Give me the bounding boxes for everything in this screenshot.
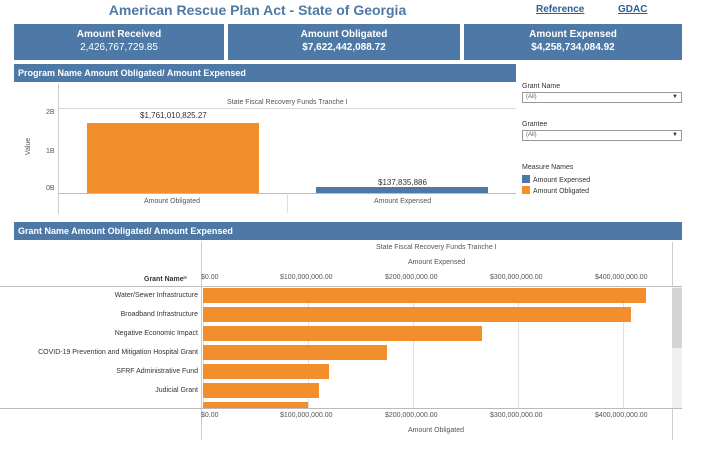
kpi-amount-received: Amount Received 2,426,767,729.85 [14, 24, 224, 60]
tick-bottom: $300,000,000.00 [490, 412, 543, 419]
grant-name-select-value: (All) [526, 94, 537, 100]
bar-label-obligated: $1,761,010,825.27 [140, 111, 207, 120]
tick-top: $300,000,000.00 [490, 274, 543, 281]
bar-partial[interactable] [203, 402, 308, 408]
bottom-axis-title: Amount Obligated [408, 427, 465, 434]
ytick: 2B [46, 109, 55, 116]
tick-bottom: $0.00 [201, 412, 219, 419]
bar-amount-obligated[interactable] [87, 122, 259, 193]
legend-label: Amount Expensed [533, 177, 591, 184]
reference-link[interactable]: Reference [536, 4, 585, 15]
tick-bottom: $100,000,000.00 [280, 412, 333, 419]
scrollbar-thumb[interactable] [672, 288, 682, 348]
gridline [623, 286, 624, 408]
kpi-label: Amount Obligated [300, 29, 388, 40]
program-chart-header: Program Name Amount Obligated/ Amount Ex… [14, 64, 516, 82]
page-title: American Rescue Plan Act - State of Geor… [108, 2, 407, 18]
chevron-down-icon: ▼ [672, 94, 678, 100]
xcat-label: Amount Obligated [144, 198, 201, 205]
row-header-grant-name[interactable]: Grant Name [144, 276, 184, 283]
kpi-amount-expensed: Amount Expensed $4,258,734,084.92 [464, 24, 682, 60]
sort-icon[interactable]: ≡ [183, 275, 188, 282]
bar-label-expensed: $137,835,886 [378, 178, 427, 187]
grant-row-label: Negative Economic Impact [114, 330, 198, 337]
grant-row-label: SFRF Administrative Fund [116, 368, 198, 375]
grant-bar[interactable] [203, 383, 319, 398]
top-axis-title: Amount Expensed [408, 259, 466, 266]
tick-top: $100,000,000.00 [280, 274, 333, 281]
tick-top: $200,000,000.00 [385, 274, 438, 281]
grantee-select[interactable]: (All) ▼ [522, 130, 682, 141]
grant-row-label: Broadband Infrastructure [120, 311, 198, 318]
program-ylabel: Value [25, 137, 33, 156]
tick-bottom: $400,000,000.00 [595, 412, 648, 419]
xcat-label: Amount Expensed [374, 198, 432, 205]
grant-row-label: Water/Sewer Infrastructure [114, 292, 198, 299]
grant-name-select[interactable]: (All) ▼ [522, 92, 682, 103]
legend-swatch [522, 186, 530, 194]
grant-column-header: State Fiscal Recovery Funds Tranche I [376, 244, 497, 251]
bar-amount-expensed[interactable] [316, 187, 488, 193]
gridline [518, 286, 519, 408]
grantee-select-value: (All) [526, 132, 537, 138]
legend-label: Amount Obligated [533, 188, 590, 195]
tick-top: $0.00 [201, 274, 219, 281]
legend-item-obligated[interactable]: Amount Obligated [522, 186, 589, 195]
grant-bar[interactable] [203, 307, 632, 322]
grant-row-label: COVID-19 Prevention and Mitigation Hospi… [38, 349, 198, 356]
grant-chart-header: Grant Name Amount Obligated/ Amount Expe… [14, 222, 682, 240]
grantee-filter-label: Grantee [522, 121, 548, 128]
program-column-header: State Fiscal Recovery Funds Tranche I [227, 99, 348, 106]
kpi-value: $4,258,734,084.92 [531, 42, 615, 53]
grant-bar[interactable] [203, 326, 483, 341]
kpi-value: $7,622,442,088.72 [302, 42, 386, 53]
gridline [413, 286, 414, 408]
grant-row-label: Judicial Grant [155, 387, 198, 394]
kpi-label: Amount Received [76, 29, 162, 40]
grant-bar[interactable] [203, 345, 387, 360]
tick-top: $400,000,000.00 [595, 274, 648, 281]
kpi-value: 2,426,767,729.85 [80, 42, 158, 53]
ytick: 1B [46, 148, 55, 155]
ytick: 0B [46, 185, 55, 192]
legend-title: Measure Names [522, 164, 574, 171]
chevron-down-icon: ▼ [672, 132, 678, 138]
grant-name-filter-label: Grant Name [522, 83, 561, 90]
kpi-label: Amount Expensed [529, 29, 617, 40]
grant-bar[interactable] [203, 364, 329, 379]
kpi-amount-obligated: Amount Obligated $7,622,442,088.72 [228, 24, 460, 60]
legend-swatch [522, 175, 530, 183]
gdac-link[interactable]: GDAC [618, 4, 648, 15]
tick-bottom: $200,000,000.00 [385, 412, 438, 419]
legend-item-expensed[interactable]: Amount Expensed [522, 175, 590, 184]
grant-bar[interactable] [203, 288, 647, 303]
